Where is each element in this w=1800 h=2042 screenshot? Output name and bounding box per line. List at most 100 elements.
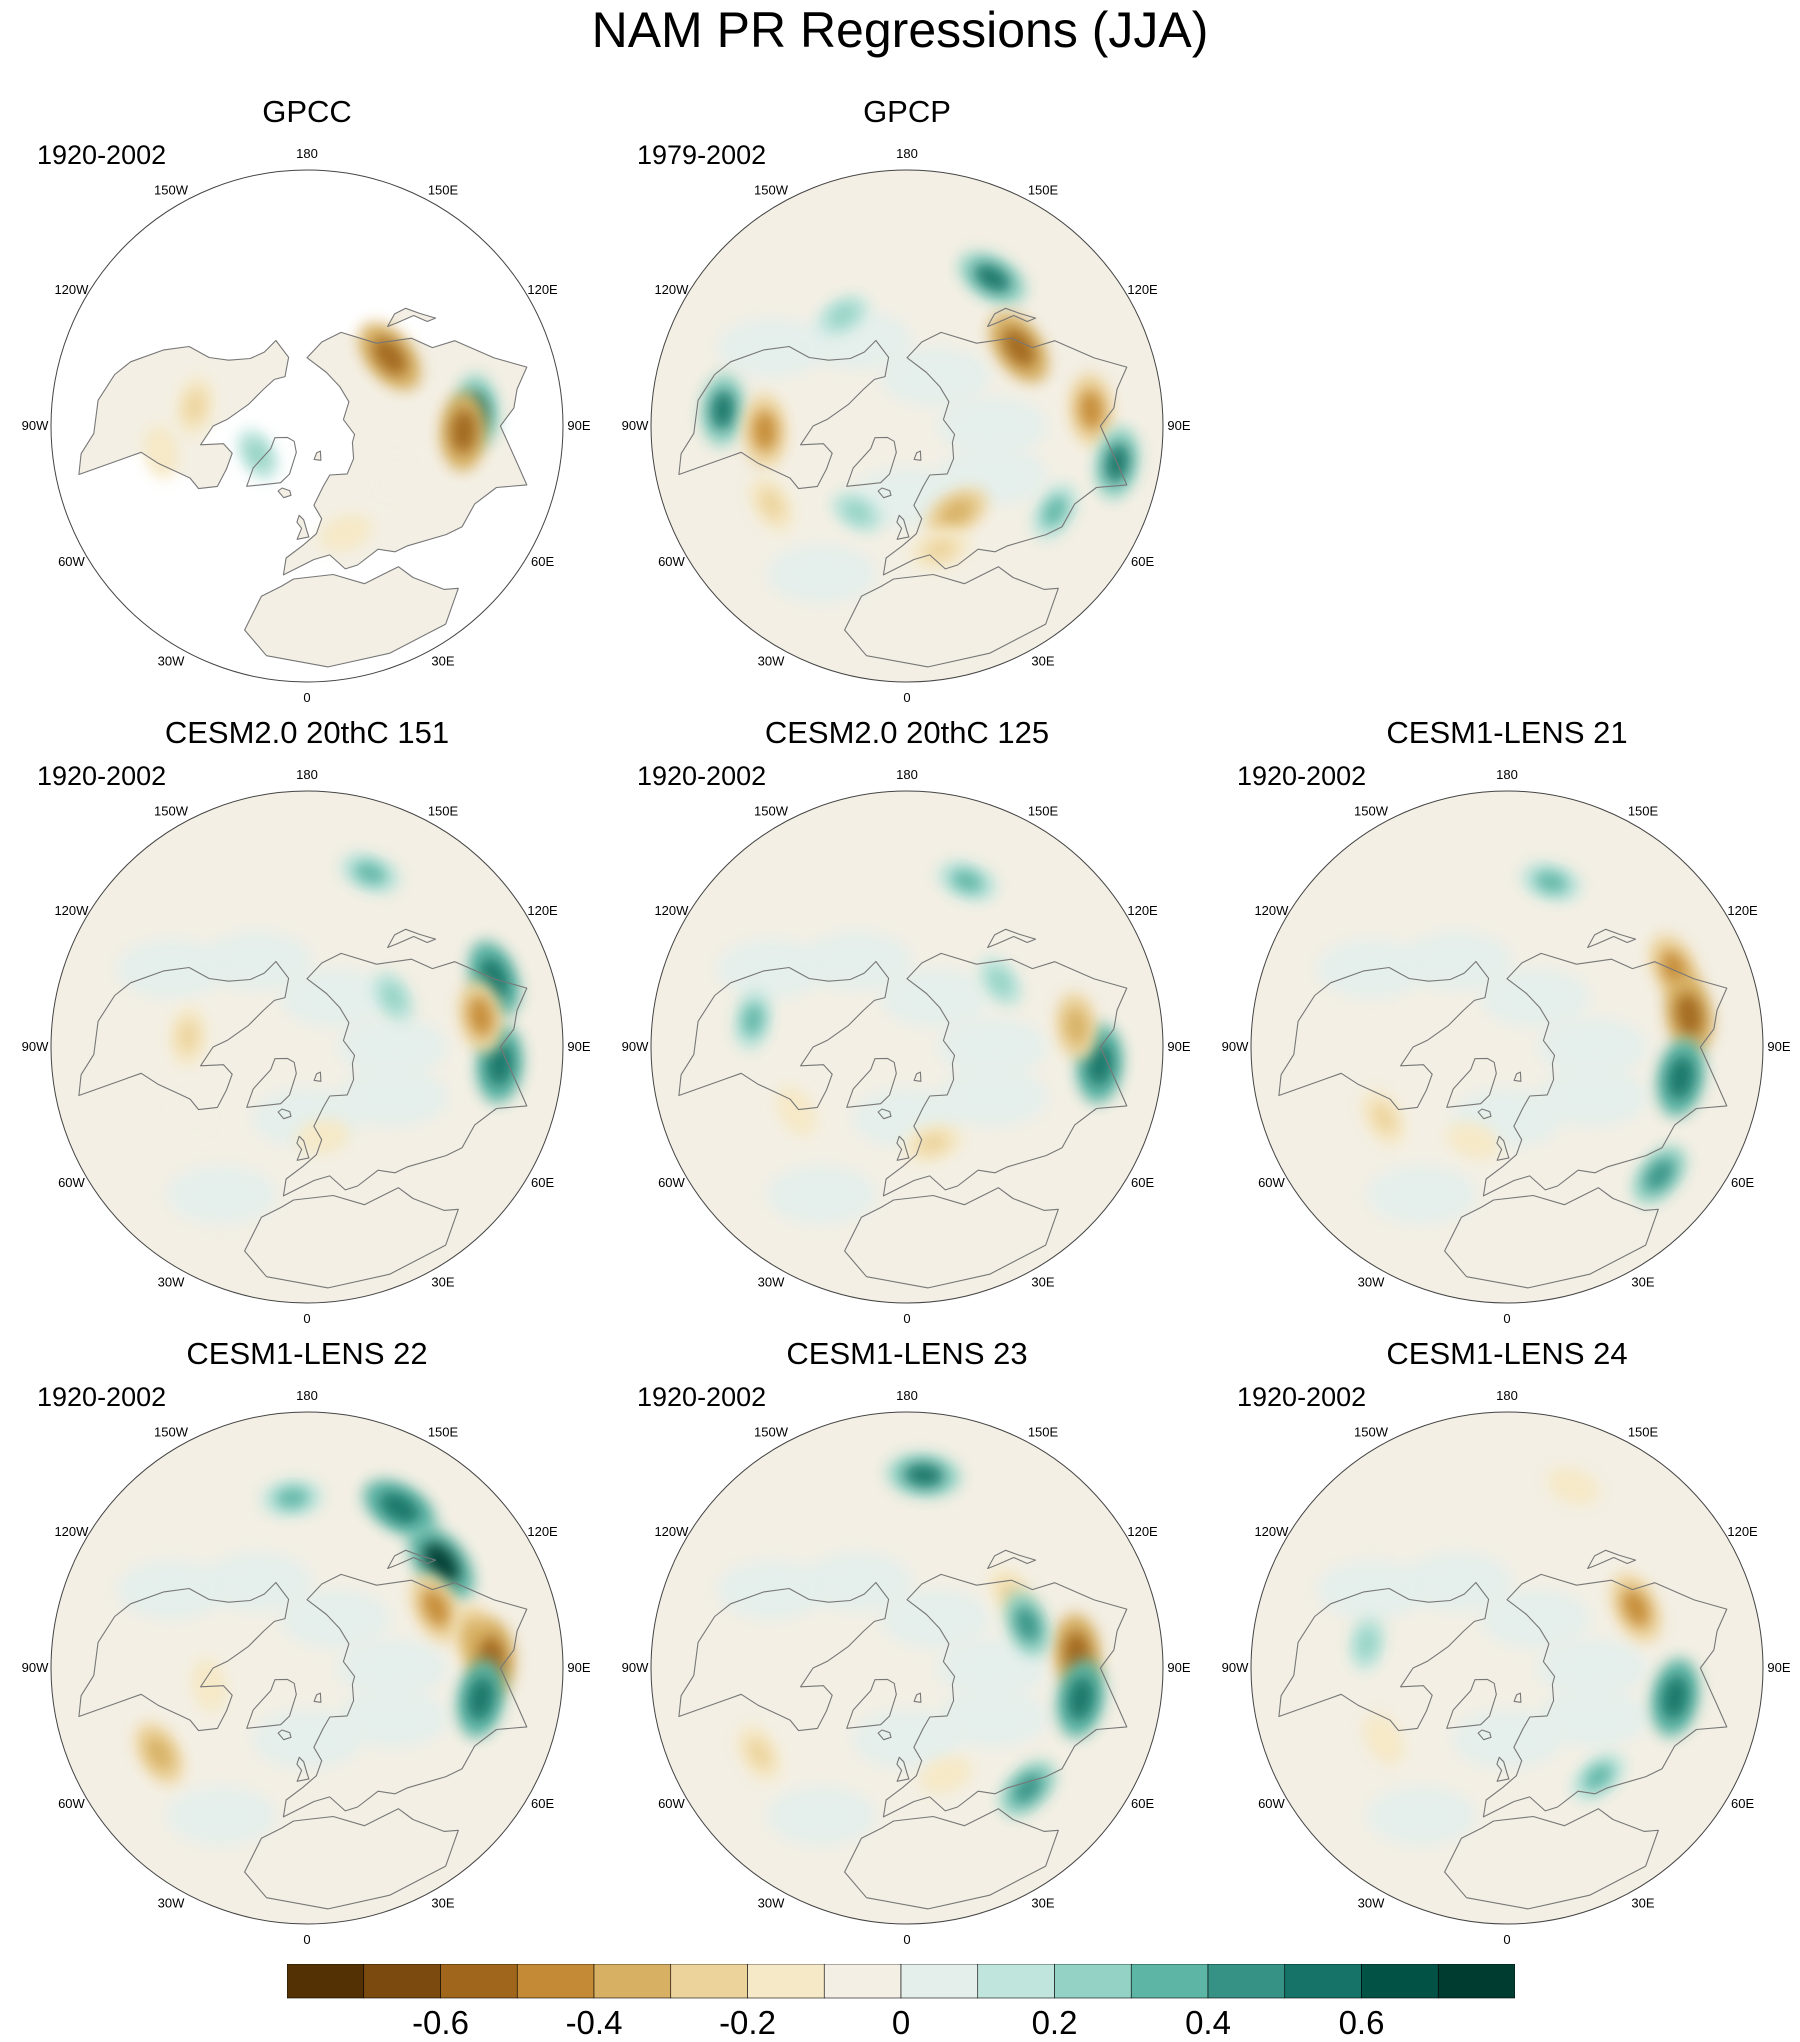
anomaly-core: [843, 500, 872, 524]
background-patch: [337, 1638, 448, 1698]
coastline-eurasia: [282, 1573, 528, 1818]
anomaly-core: [184, 389, 206, 424]
coastline-japan: [387, 307, 437, 328]
coastline-eurasia: [882, 952, 1128, 1197]
longitude-label: 120E: [1127, 1524, 1158, 1539]
longitude-label: 90E: [1167, 418, 1190, 433]
anomaly-core: [177, 1019, 199, 1054]
coastline-iceland: [277, 1729, 292, 1741]
background-patch: [802, 930, 913, 991]
longitude-label: 150W: [154, 1424, 189, 1439]
map-border: [650, 790, 1164, 1304]
coastline-greenland: [246, 1678, 297, 1729]
longitude-label: 60E: [531, 1175, 554, 1190]
longitude-label: 180: [896, 146, 918, 161]
longitude-label: 90E: [1767, 1039, 1790, 1054]
coastline-britain: [1496, 1135, 1510, 1161]
colorbar-swatch: [1361, 1964, 1439, 1999]
longitude-label: 30W: [758, 1275, 785, 1290]
longitude-label: 120E: [1727, 1524, 1758, 1539]
coastline-greenland: [1446, 1678, 1497, 1729]
background-patch: [202, 1551, 313, 1612]
polar-map: 180 150E 120E 90E 60E 30E 0 30W 60W 90W 120W 150W: [622, 767, 1191, 1326]
background-patch: [1480, 1588, 1591, 1649]
data-coverage-area: [314, 451, 321, 461]
colorbar-swatch: [670, 1964, 748, 1999]
longitude-label: 90E: [1767, 1660, 1790, 1675]
figure-title: NAM PR Regressions (JJA): [591, 2, 1209, 58]
anomaly-core: [1067, 1676, 1095, 1721]
longitude-label: 30W: [758, 1896, 785, 1911]
longitude-label: 60E: [531, 1796, 554, 1811]
longitude-label: 180: [296, 146, 318, 161]
map-border: [50, 1411, 564, 1925]
background-patch: [252, 1709, 362, 1770]
data-coverage-area: [387, 308, 436, 327]
colorbar-swatch: [977, 1964, 1055, 1999]
panel-title: CESM1-LENS 24: [1386, 1336, 1628, 1371]
map-background: [1251, 1412, 1763, 1924]
anomaly-core: [151, 436, 172, 467]
coastline-iceland: [1477, 1108, 1492, 1120]
anomaly-core: [421, 1588, 450, 1628]
period-label: 1920-2002: [1237, 1382, 1367, 1412]
background-patch: [880, 967, 991, 1028]
coastline-japan: [1587, 1549, 1637, 1570]
coastline-svalbard: [913, 1071, 922, 1082]
polar-map: 180 150E 120E 90E 60E 30E 0 30W 60W 90W 120W 150W: [622, 1388, 1191, 1947]
period-label: 1920-2002: [637, 1382, 767, 1412]
background-patch: [716, 1559, 827, 1620]
map-background: [51, 170, 563, 682]
longitude-label: 90W: [1222, 1039, 1249, 1054]
coastline-japan: [1587, 928, 1637, 949]
panel-title: GPCC: [262, 94, 352, 129]
anomaly-core: [950, 869, 984, 893]
coastline-eurasia: [1482, 952, 1728, 1197]
colorbar-swatch: [363, 1964, 441, 1999]
background-patch: [1316, 1559, 1427, 1620]
background-patch: [116, 938, 227, 999]
map-panel-cesm2-151: CESM2.0 20thC 151 1920-2002 180 150E 120E 9…: [22, 713, 591, 1326]
longitude-label: 180: [896, 1388, 918, 1403]
coastline-africa-north: [244, 1187, 459, 1289]
anomaly-core: [1661, 1675, 1689, 1720]
colorbar-swatch: [440, 1964, 518, 1999]
longitude-label: 0: [903, 1932, 910, 1947]
longitude-label: 0: [303, 1932, 310, 1947]
anomaly-core: [1644, 1158, 1675, 1192]
colorbar-swatch: [900, 1964, 979, 1999]
anomaly-core: [1558, 1475, 1588, 1497]
coastline-japan: [987, 307, 1037, 328]
anomaly-core: [275, 1487, 310, 1509]
period-label: 1920-2002: [637, 761, 767, 791]
anomaly-core: [903, 1463, 945, 1488]
longitude-label: 120W: [654, 903, 689, 918]
map-panel-cesm1-lens-24: CESM1-LENS 24 1920-2002 180 150E 120E 90E 60…: [1222, 1334, 1791, 1947]
background-patch: [166, 1785, 277, 1846]
longitude-label: 90W: [22, 1039, 49, 1054]
longitude-label: 30W: [1358, 1275, 1385, 1290]
anomaly-core: [331, 522, 361, 544]
period-label: 1920-2002: [37, 1382, 167, 1412]
colorbar-tick-label: -0.6: [412, 2004, 469, 2041]
anomaly-core: [383, 463, 404, 489]
longitude-label: 60W: [58, 554, 85, 569]
anomaly-core: [353, 861, 387, 885]
longitude-label: 150W: [1354, 803, 1389, 818]
longitude-label: 120E: [1727, 903, 1758, 918]
coastline-greenland: [1446, 1057, 1497, 1108]
longitude-label: 150E: [1628, 803, 1659, 818]
longitude-label: 30W: [758, 654, 785, 669]
panel-title: CESM1-LENS 22: [186, 1336, 428, 1371]
anomaly-core: [1372, 1724, 1396, 1754]
background-patch: [337, 1017, 448, 1077]
longitude-label: 120E: [527, 903, 558, 918]
longitude-label: 120W: [654, 1524, 689, 1539]
anomaly-core: [710, 389, 735, 431]
map-panel-cesm2-125: CESM2.0 20thC 125 1920-2002 180 150E 120E 9…: [622, 713, 1191, 1326]
map-border: [1250, 790, 1764, 1304]
colorbar-tick-label: 0.2: [1031, 2004, 1078, 2041]
longitude-label: 30E: [431, 1275, 454, 1290]
coastline-iceland: [877, 1729, 892, 1741]
anomaly-core: [199, 1670, 219, 1701]
